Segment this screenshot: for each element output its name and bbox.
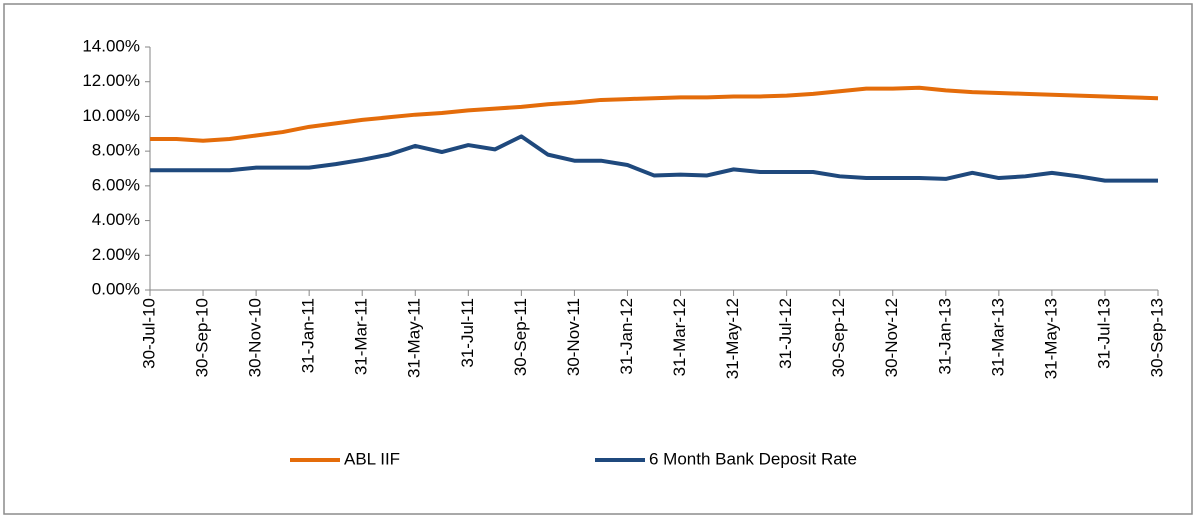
- x-tick-label: 31-Jan-11: [299, 298, 318, 373]
- x-tick-label: 31-Mar-13: [988, 298, 1007, 376]
- y-tick-label: 10.00%: [82, 106, 140, 125]
- x-tick-label: 31-Mar-12: [670, 298, 689, 376]
- chart-frame: [3, 3, 1193, 515]
- series-line: [150, 85, 1159, 143]
- y-tick-label: 8.00%: [92, 141, 140, 160]
- y-tick-label: 6.00%: [92, 175, 140, 194]
- series-line: [150, 134, 1158, 183]
- x-tick-label: 31-Jan-13: [935, 298, 954, 375]
- x-tick-label: 31-Mar-11: [352, 298, 371, 375]
- x-tick-label: 31-Jan-12: [617, 298, 636, 375]
- x-tick-label: 30-Sep-13: [1147, 298, 1166, 377]
- y-tick-label: 4.00%: [92, 210, 140, 229]
- y-tick-label: 0.00%: [92, 279, 140, 298]
- x-tick-label: 30-Sep-12: [829, 298, 848, 377]
- x-tick-label: 31-Jul-11: [458, 298, 477, 368]
- x-tick-label: 30-Sep-11: [511, 298, 530, 376]
- x-tick-label: 31-May-11: [405, 298, 424, 378]
- x-tick-label: 30-Jul-10: [139, 298, 158, 369]
- x-tick-label: 30-Nov-11: [564, 298, 583, 376]
- x-tick-label: 30-Nov-10: [246, 298, 265, 377]
- y-tick-label: 14.00%: [82, 36, 140, 55]
- legend-label: 6 Month Bank Deposit Rate: [649, 449, 857, 468]
- x-tick-label: 31-May-13: [1041, 298, 1060, 379]
- y-tick-label: 12.00%: [82, 71, 140, 90]
- legend-label: ABL IIF: [344, 449, 400, 468]
- x-tick-label: 30-Sep-10: [193, 298, 212, 377]
- x-tick-label: 30-Nov-12: [882, 298, 901, 377]
- x-tick-label: 31-Jul-12: [776, 298, 795, 369]
- x-tick-label: 31-Jul-13: [1094, 298, 1113, 369]
- x-tick-label: 31-May-12: [723, 298, 742, 379]
- y-tick-label: 2.00%: [92, 245, 140, 264]
